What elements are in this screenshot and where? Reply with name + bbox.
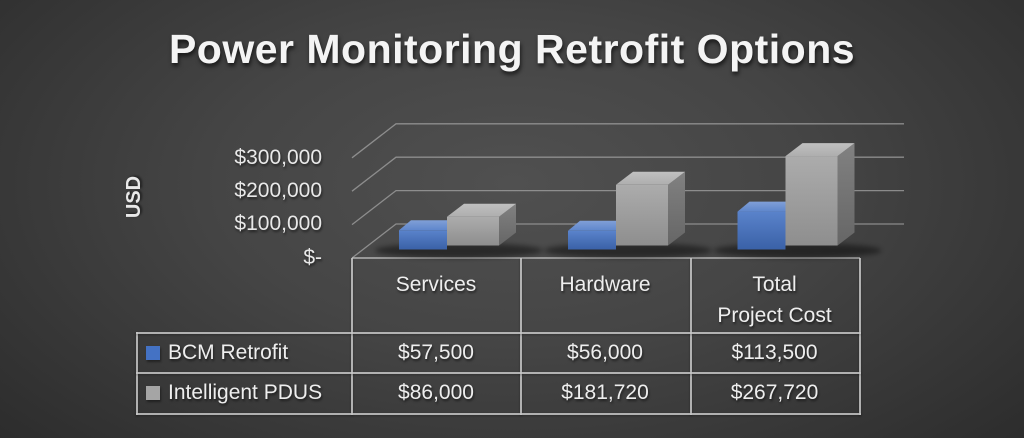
table-border-row-top (136, 332, 861, 334)
cell-pdus-hardware: $181,720 (561, 381, 649, 404)
row-label-intelligent-pdus: Intelligent PDUS (168, 381, 323, 404)
y-tick-label-200k: $200,000 (234, 179, 322, 202)
y-tick-label-300k: $300,000 (234, 146, 322, 169)
cell-pdus-services: $86,000 (398, 381, 474, 404)
legend-swatch-bcm-retrofit (146, 346, 160, 360)
col-header-hardware: Hardware (559, 273, 651, 296)
cell-bcm-total: $113,500 (731, 341, 818, 364)
table-border-col-services-hardware (520, 258, 522, 415)
table-border-row-bottom (136, 413, 861, 415)
table-border-col-right (859, 258, 861, 415)
y-axis-title: USD (123, 175, 145, 219)
col-header-total-project-cost: Total Project Cost (717, 273, 832, 327)
table-border-col-hardware-total (690, 258, 692, 415)
table-border-row-middle (136, 372, 861, 374)
chart-title: Power Monitoring Retrofit Options (168, 26, 856, 72)
col-header-services: Services (395, 273, 477, 296)
cell-bcm-hardware: $56,000 (567, 341, 643, 364)
cell-bcm-services: $57,500 (398, 341, 474, 364)
legend-swatch-intelligent-pdus (146, 386, 160, 400)
row-label-bcm-retrofit: BCM Retrofit (168, 341, 289, 364)
cell-pdus-total: $267,720 (730, 381, 819, 404)
y-tick-label-100k: $100,000 (234, 212, 322, 235)
table-border-col-left (351, 258, 353, 415)
y-tick-label-zero: $- (303, 246, 322, 269)
